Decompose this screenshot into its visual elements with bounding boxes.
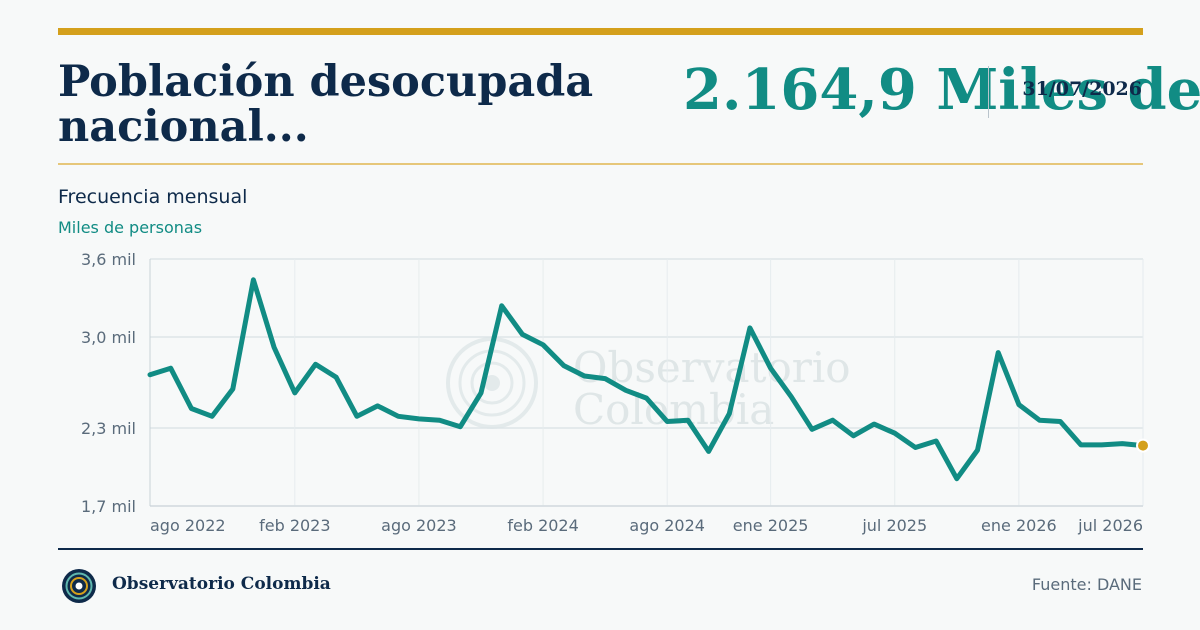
header-divider xyxy=(988,66,989,118)
x-tick-label: jul 2025 xyxy=(861,516,927,535)
watermark-ring-core xyxy=(484,375,500,391)
x-tick-label: ene 2025 xyxy=(733,516,809,535)
x-tick-label: ago 2023 xyxy=(381,516,457,535)
watermark-line2: Colombia xyxy=(573,385,774,434)
x-tick-label: feb 2023 xyxy=(259,516,330,535)
footer-rule xyxy=(58,548,1143,550)
x-tick-label: ene 2026 xyxy=(981,516,1057,535)
header-rule xyxy=(58,163,1143,165)
frequency-label: Frecuencia mensual xyxy=(58,186,248,208)
y-tick-label: 1,7 mil xyxy=(81,497,136,516)
source-label: Fuente: DANE xyxy=(1031,575,1142,594)
date-badge: 31/07/2026 xyxy=(1022,78,1142,100)
unit-label: Miles de personas xyxy=(58,218,203,237)
x-tick-label: feb 2024 xyxy=(507,516,578,535)
x-tick-label: ago 2022 xyxy=(150,516,226,535)
brand-name: Observatorio Colombia xyxy=(112,574,331,594)
top-accent-rule xyxy=(58,28,1143,35)
series-line xyxy=(147,277,1146,482)
y-tick-label: 3,0 mil xyxy=(81,328,136,347)
watermark-ring-inner xyxy=(470,361,514,405)
x-tick-label: jul 2026 xyxy=(1077,516,1143,535)
watermark: Observatorio Colombia xyxy=(446,337,851,434)
latest-point xyxy=(1136,438,1150,453)
page-title: Población desocupada nacional... xyxy=(58,57,594,152)
y-tick-label: 2,3 mil xyxy=(81,419,136,438)
line-chart: Observatorio Colombia 3,6 mil 3,0 mil 2,3 … xyxy=(81,250,1150,535)
observatorio-logo-icon xyxy=(62,569,96,603)
y-tick-label: 3,6 mil xyxy=(81,250,136,269)
latest-value: 2.164,9 Miles de xyxy=(683,57,1200,123)
x-tick-label: ago 2024 xyxy=(629,516,705,535)
